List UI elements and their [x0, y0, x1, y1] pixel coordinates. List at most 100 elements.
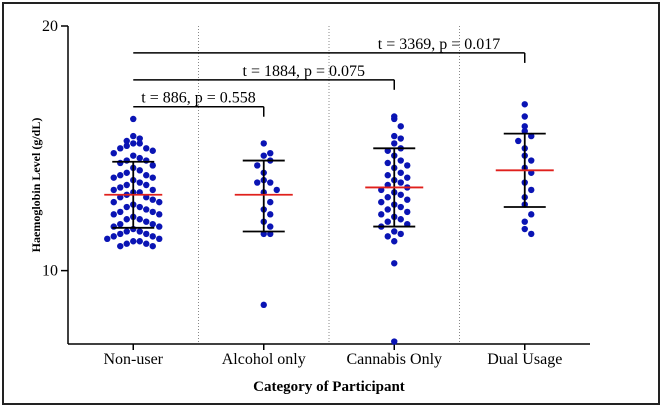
- data-point: [397, 230, 404, 238]
- data-point: [143, 157, 150, 164]
- data-point: [391, 238, 398, 245]
- data-point: [123, 142, 130, 150]
- data-point: [143, 218, 150, 225]
- data-point: [384, 194, 391, 201]
- data-point: [110, 174, 117, 181]
- y-tick-label: 10: [42, 263, 58, 280]
- data-point: [143, 172, 150, 179]
- data-point: [130, 238, 137, 245]
- data-point: [521, 101, 528, 108]
- data-point: [149, 174, 156, 181]
- data-point: [149, 220, 156, 228]
- data-point: [156, 198, 163, 206]
- data-point: [110, 223, 117, 230]
- data-point: [397, 216, 404, 223]
- data-point: [404, 174, 411, 181]
- data-point: [397, 203, 404, 211]
- data-point: [521, 225, 528, 233]
- data-point: [521, 113, 528, 120]
- data-point: [136, 216, 143, 223]
- x-tick-label: Cannabis Only: [346, 351, 442, 368]
- y-tick-label: 20: [42, 18, 58, 35]
- data-point: [391, 115, 398, 123]
- data-point: [156, 211, 163, 218]
- data-point: [149, 186, 156, 194]
- data-point: [117, 230, 124, 238]
- data-point: [267, 198, 274, 206]
- data-point: [117, 220, 124, 228]
- data-point: [117, 145, 124, 152]
- data-point: [149, 162, 156, 169]
- data-point: [515, 137, 522, 145]
- data-point: [528, 211, 535, 218]
- data-point: [136, 238, 143, 245]
- data-point: [130, 152, 137, 159]
- data-point: [397, 169, 404, 176]
- data-point: [528, 186, 535, 194]
- data-point: [521, 218, 528, 225]
- x-tick-label: Alcohol only: [222, 351, 306, 368]
- x-tick-label: Non-user: [103, 351, 163, 368]
- data-point: [104, 235, 111, 243]
- data-point: [404, 196, 411, 203]
- data-point: [254, 179, 261, 186]
- x-axis-label: Category of Participant: [253, 379, 405, 395]
- x-tick-label: Dual Usage: [487, 351, 562, 368]
- data-point: [260, 301, 267, 309]
- data-point: [123, 228, 130, 235]
- data-point: [136, 228, 143, 235]
- data-point: [397, 123, 404, 130]
- data-point: [521, 123, 528, 130]
- comparison-label: t = 3369, p = 0.017: [378, 36, 501, 53]
- data-point: [384, 159, 391, 167]
- data-point: [143, 206, 150, 213]
- y-axis-label: Haemoglobin Level (g/dL): [29, 118, 43, 253]
- data-point: [397, 179, 404, 186]
- data-point: [110, 233, 117, 240]
- data-point: [136, 179, 143, 186]
- data-point: [254, 162, 261, 169]
- data-point: [117, 242, 124, 250]
- data-point: [110, 186, 117, 194]
- data-point: [136, 135, 143, 142]
- data-point: [378, 198, 385, 206]
- data-point: [110, 198, 117, 206]
- data-point: [130, 132, 137, 140]
- data-point: [391, 228, 398, 235]
- data-point: [136, 154, 143, 162]
- data-point: [117, 184, 124, 191]
- data-point: [273, 186, 280, 194]
- data-point: [156, 223, 163, 230]
- data-point: [260, 140, 267, 147]
- data-point: [384, 172, 391, 179]
- data-point: [130, 140, 137, 147]
- data-point: [528, 230, 535, 238]
- data-point: [156, 235, 163, 243]
- data-point: [397, 157, 404, 164]
- data-point: [391, 140, 398, 147]
- data-point: [149, 242, 156, 250]
- data-point: [123, 216, 130, 223]
- data-point: [267, 150, 274, 157]
- data-point: [110, 150, 117, 157]
- data-point: [384, 218, 391, 225]
- data-point: [110, 211, 117, 218]
- data-point: [136, 167, 143, 174]
- data-point: [149, 196, 156, 203]
- data-point: [149, 208, 156, 216]
- data-point: [130, 115, 137, 123]
- data-point: [123, 203, 130, 211]
- data-point: [123, 157, 130, 164]
- data-point: [136, 140, 143, 147]
- data-point: [397, 191, 404, 198]
- data-point: [378, 211, 385, 218]
- data-point: [123, 137, 130, 145]
- data-point: [391, 338, 398, 345]
- comparison-label: t = 886, p = 0.558: [141, 90, 256, 107]
- data-point: [267, 223, 274, 230]
- data-point: [149, 147, 156, 154]
- data-point: [143, 145, 150, 152]
- data-point: [117, 159, 124, 167]
- data-point: [136, 203, 143, 211]
